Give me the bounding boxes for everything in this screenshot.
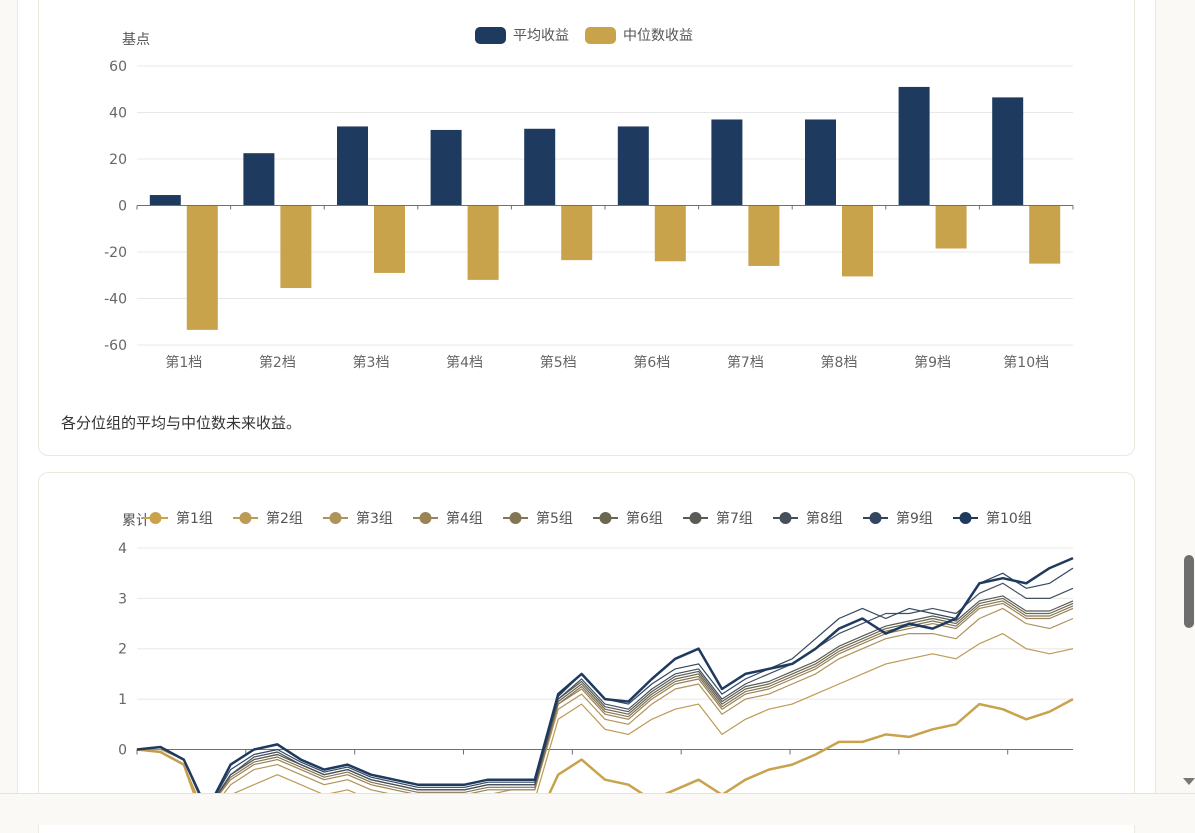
series-line (137, 596, 1073, 793)
series-line (137, 634, 1073, 793)
y-tick-label: 3 (118, 591, 127, 607)
y-tick-label: 1 (118, 692, 127, 708)
legend-label: 第10组 (986, 510, 1032, 527)
legend-label: 第1组 (176, 510, 213, 527)
bottom-bar (0, 793, 1195, 825)
y-tick-label: 4 (118, 541, 127, 557)
legend-label: 第5组 (536, 510, 573, 527)
series-line (137, 558, 1073, 793)
y-tick-label: 0 (118, 742, 127, 758)
legend-swatch-dot (600, 512, 612, 524)
legend-label: 第8组 (806, 510, 843, 527)
scroll-down-arrow-icon[interactable] (1183, 778, 1195, 785)
legend-swatch-dot (330, 512, 342, 524)
legend-label: 第4组 (446, 510, 483, 527)
series-line (137, 583, 1073, 793)
legend-swatch-dot (420, 512, 432, 524)
legend-label: 第2组 (266, 510, 303, 527)
y-axis-label: 累计 (122, 513, 150, 529)
legend-swatch-dot (240, 512, 252, 524)
legend-label: 第7组 (716, 510, 753, 527)
scrollbar-track[interactable] (1181, 0, 1195, 793)
legend-swatch-dot (960, 512, 972, 524)
legend-label: 第6组 (626, 510, 663, 527)
legend-swatch-dot (150, 512, 162, 524)
legend-label: 第3组 (356, 510, 393, 527)
y-tick-label: 2 (118, 642, 127, 658)
legend-swatch-dot (690, 512, 702, 524)
scrollbar-thumb[interactable] (1184, 555, 1194, 628)
legend-swatch-dot (870, 512, 882, 524)
series-line (137, 608, 1073, 793)
legend-label: 第9组 (896, 510, 933, 527)
legend-swatch-dot (510, 512, 522, 524)
series-line (137, 699, 1073, 793)
legend-swatch-dot (780, 512, 792, 524)
